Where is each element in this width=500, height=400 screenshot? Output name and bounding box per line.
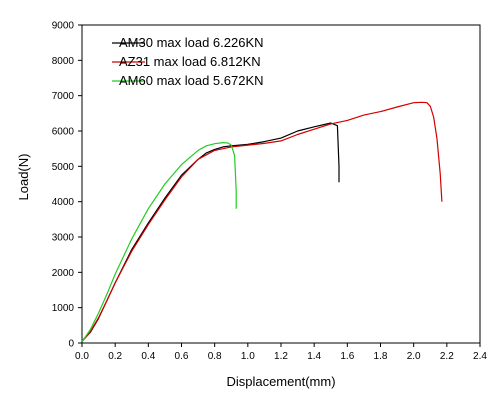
x-tick-label: 1.2: [274, 351, 288, 362]
y-tick-label: 4000: [52, 197, 75, 208]
x-tick-label: 2.4: [473, 351, 487, 362]
y-tick-label: 0: [68, 339, 74, 350]
y-tick-label: 5000: [52, 162, 75, 173]
y-tick-label: 9000: [52, 21, 75, 32]
legend-entry-2: AM60 max load 5.672KN: [119, 73, 264, 88]
x-tick-label: 0.4: [141, 351, 155, 362]
legend-entry-1: AZ31 max load 6.812KN: [119, 54, 261, 69]
x-tick-label: 2.0: [407, 351, 421, 362]
y-tick-label: 2000: [52, 268, 75, 279]
x-tick-label: 1.4: [307, 351, 321, 362]
x-tick-label: 0.0: [75, 351, 89, 362]
x-tick-label: 0.2: [108, 351, 122, 362]
legend-entry-0: AM30 max load 6.226KN: [119, 35, 264, 50]
series-line-1: [81, 101, 443, 342]
y-axis-label: Load(N): [16, 154, 31, 201]
x-tick-label: 2.2: [440, 351, 454, 362]
x-tick-label: 1.0: [241, 351, 255, 362]
x-tick-label: 0.8: [208, 351, 222, 362]
x-tick-label: 0.6: [175, 351, 189, 362]
y-tick-label: 6000: [52, 127, 75, 138]
x-tick-label: 1.6: [340, 351, 354, 362]
series-line-0: [81, 122, 340, 342]
series-line-2: [81, 142, 237, 342]
y-tick-label: 1000: [52, 303, 75, 314]
y-tick-label: 7000: [52, 91, 75, 102]
x-axis-label: Displacement(mm): [226, 374, 335, 389]
y-tick-label: 3000: [52, 233, 75, 244]
x-tick-label: 1.8: [374, 351, 388, 362]
y-tick-label: 8000: [52, 56, 75, 67]
